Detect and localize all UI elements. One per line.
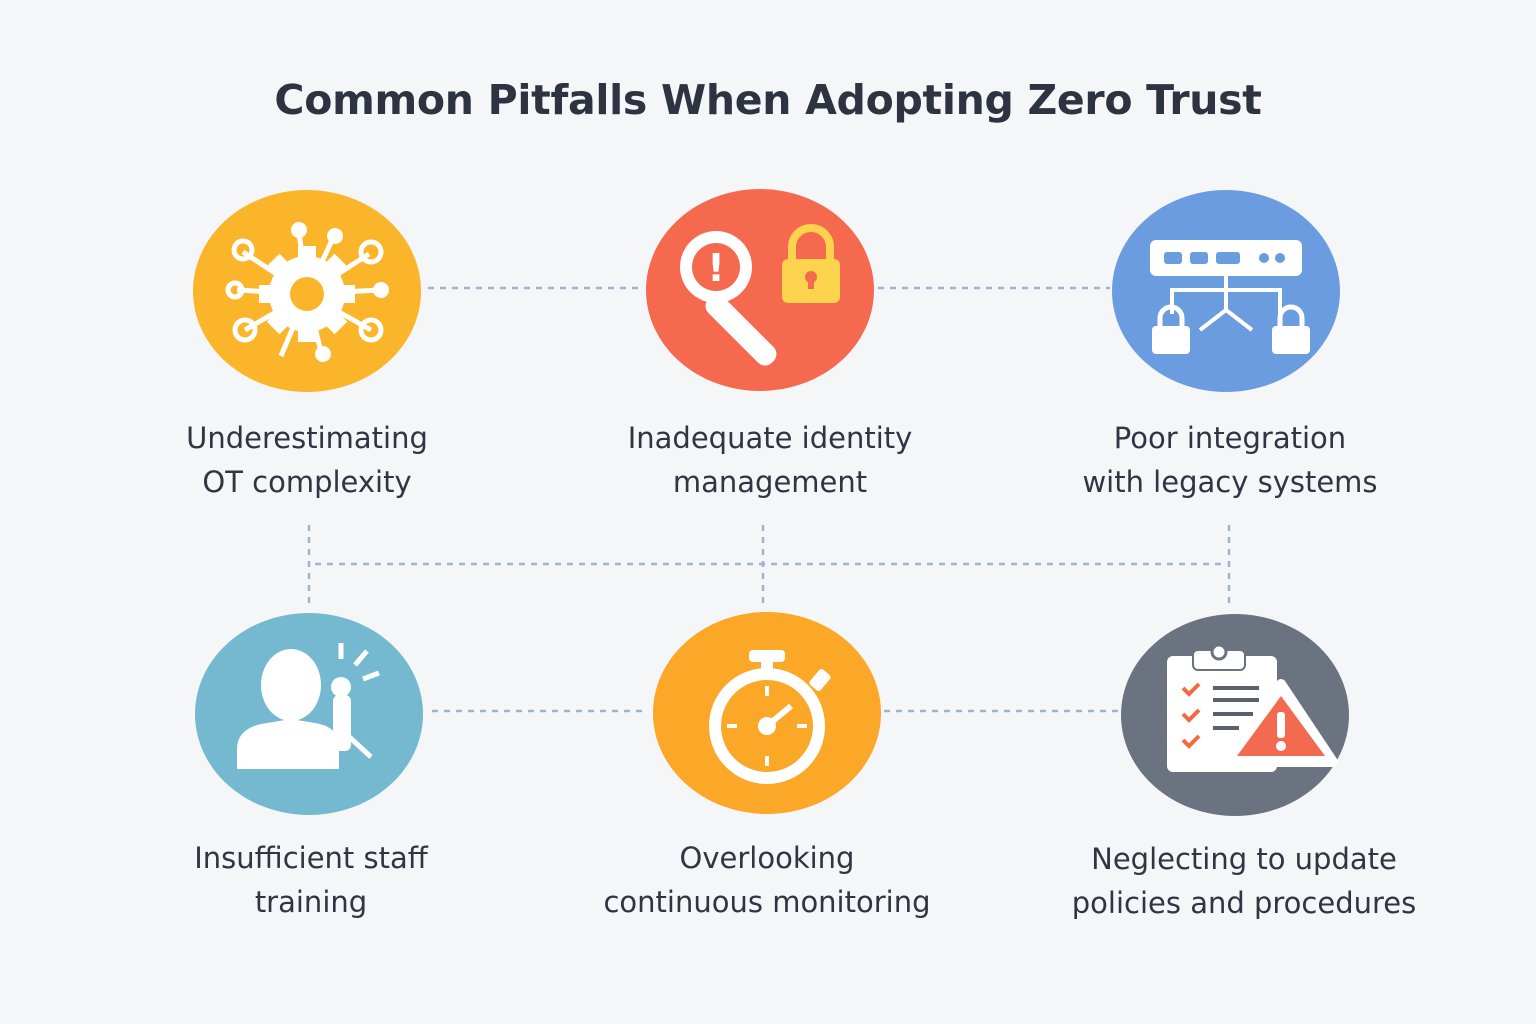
label-line: Poor integration — [1113, 421, 1347, 455]
pitfall-label: Inadequate identity management — [560, 416, 980, 504]
pitfall-label: Poor integration with legacy systems — [1020, 416, 1440, 504]
pitfall-node-legacy — [1112, 190, 1340, 392]
label-line: Insufficient staff — [194, 841, 428, 875]
pitfall-node-ot-complexity — [193, 190, 421, 392]
server-locks-icon — [1150, 240, 1310, 354]
label-line: continuous monitoring — [603, 885, 931, 919]
label-line: Neglecting to update — [1091, 842, 1397, 876]
clipboard-warning-icon — [1167, 643, 1338, 772]
pitfall-label: Neglecting to update policies and proced… — [1034, 837, 1454, 925]
svg-text:!: ! — [707, 246, 724, 290]
key-magnifier-lock-icon: ! — [680, 224, 840, 366]
label-line: Inadequate identity — [627, 421, 913, 455]
pitfall-label: Overlooking continuous monitoring — [557, 836, 977, 924]
pitfall-node-policies — [1121, 614, 1349, 816]
label-line: management — [672, 465, 868, 499]
label-line: Overlooking — [679, 841, 855, 875]
page-title: Common Pitfalls When Adopting Zero Trust — [274, 76, 1262, 124]
person-microphone-icon — [237, 643, 380, 769]
stopwatch-icon — [709, 650, 831, 784]
label-line: OT complexity — [202, 465, 412, 499]
pitfall-label: Insufficient staff training — [101, 836, 521, 924]
label-line: Underestimating — [186, 421, 428, 455]
label-line: policies and procedures — [1071, 886, 1417, 920]
gear-network-icon — [225, 222, 389, 362]
label-line: training — [254, 885, 368, 919]
pitfall-label: Underestimating OT complexity — [97, 416, 517, 504]
pitfall-node-identity: ! — [646, 189, 874, 391]
pitfall-node-monitoring — [653, 612, 881, 814]
pitfall-node-training — [195, 613, 423, 815]
label-line: with legacy systems — [1082, 465, 1378, 499]
